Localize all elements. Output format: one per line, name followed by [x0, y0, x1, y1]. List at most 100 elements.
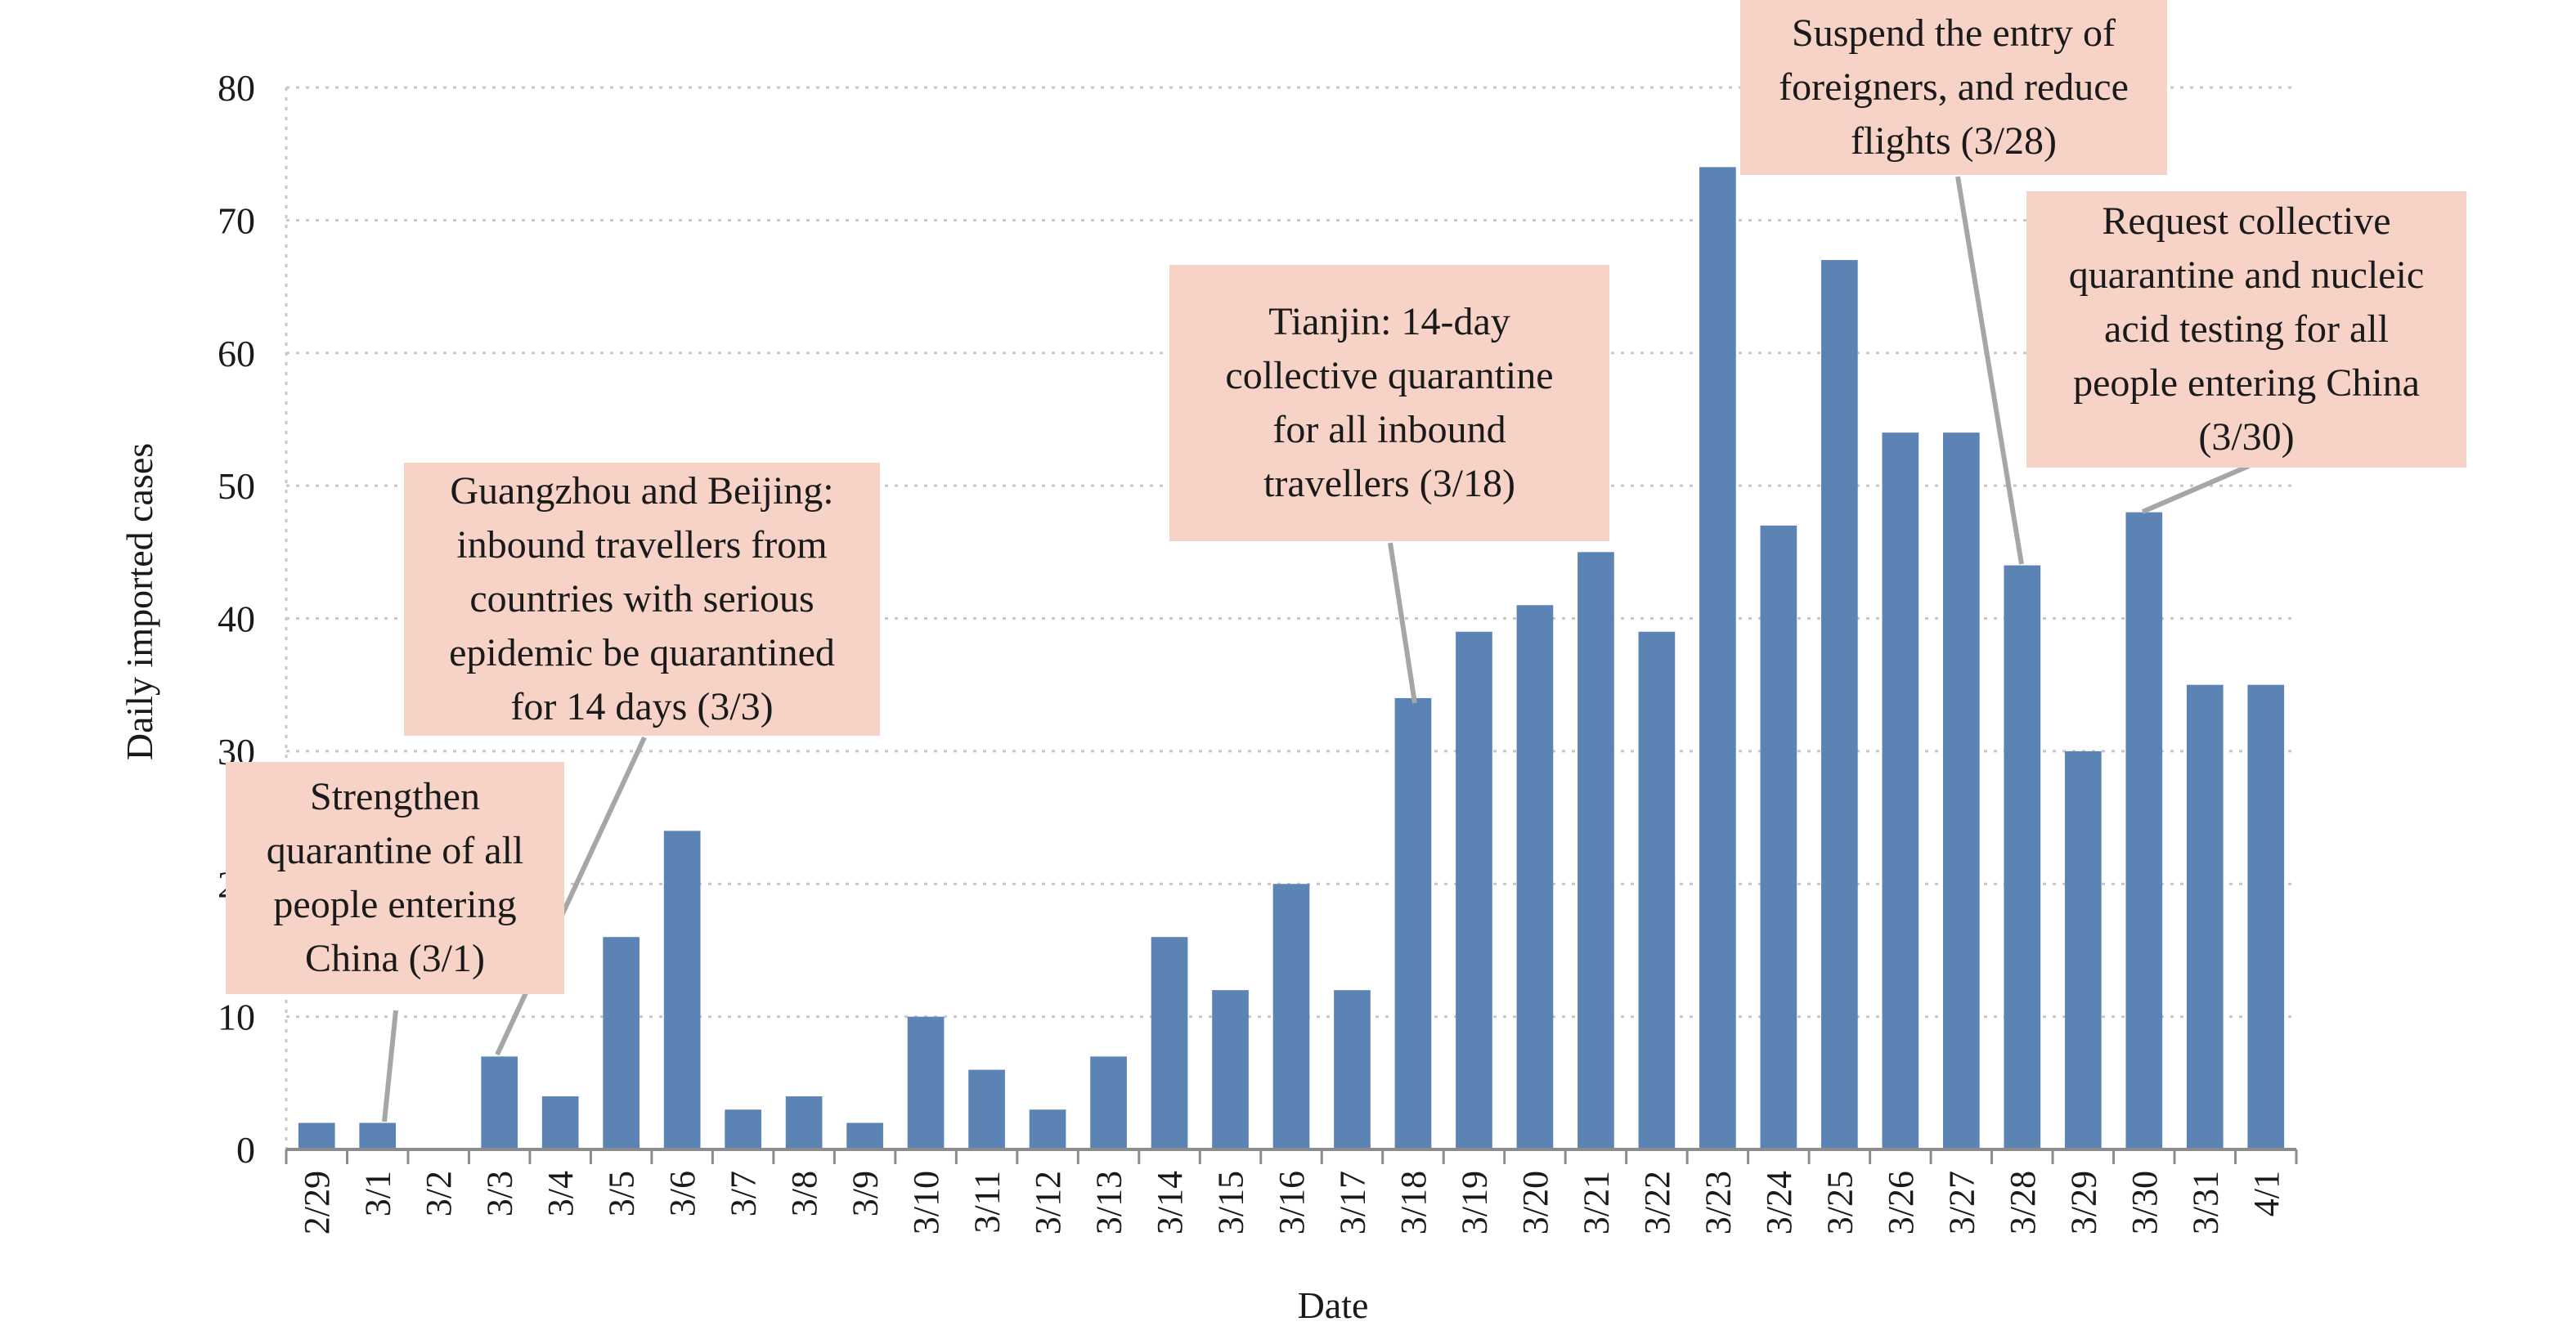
y-tick-label: 40 [218, 598, 255, 640]
annotation-leader-line [1955, 176, 2024, 565]
annotation-3-30: Request collective quarantine and nucleic… [2026, 191, 2466, 468]
annotation-line: people entering [273, 883, 516, 926]
annotation-box [226, 762, 564, 994]
y-tick-label: 80 [218, 67, 255, 109]
bar-3-5 [603, 937, 640, 1149]
bar-3-8 [785, 1096, 823, 1149]
annotation-line: countries with serious [469, 577, 814, 620]
bar-2-29 [298, 1122, 335, 1149]
bar-3-16 [1272, 884, 1310, 1149]
bar-3-15 [1212, 990, 1249, 1149]
x-axis-title: Date [1298, 1284, 1369, 1326]
annotation-line: people entering China [2073, 361, 2420, 405]
x-tick-label: 2/29 [297, 1171, 337, 1234]
y-tick-label: 50 [218, 465, 255, 507]
bar-3-31 [2186, 684, 2224, 1149]
bar-3-25 [1821, 260, 1858, 1149]
x-tick-label: 3/1 [358, 1171, 398, 1216]
bar-3-1 [359, 1122, 397, 1149]
bar-3-19 [1456, 631, 1492, 1149]
bar-3-30 [2125, 512, 2163, 1149]
tick-labels: 010203040506070802/293/13/23/33/43/53/63… [218, 67, 2287, 1234]
bar-3-13 [1090, 1056, 1127, 1149]
annotation-leader-line [2141, 464, 2251, 514]
annotation-line: collective quarantine [1225, 354, 1553, 397]
y-tick-label: 0 [236, 1129, 255, 1171]
x-tick-label: 3/12 [1028, 1171, 1068, 1234]
x-tick-label: 3/24 [1759, 1171, 1799, 1234]
annotation-leaders [382, 176, 2251, 1122]
annotation-line: quarantine and nucleic [2069, 253, 2424, 297]
bars [298, 167, 2285, 1149]
annotation-line: epidemic be quarantined [449, 631, 835, 674]
annotation-line: quarantine of all [267, 829, 524, 872]
x-tick-label: 3/26 [1881, 1171, 1921, 1234]
bar-3-14 [1151, 937, 1188, 1149]
annotation-line: travellers (3/18) [1263, 462, 1515, 505]
annotation-line: foreigners, and reduce [1779, 65, 2129, 109]
x-tick-label: 3/25 [1820, 1171, 1860, 1234]
bar-3-20 [1516, 605, 1554, 1149]
bar-3-18 [1394, 697, 1432, 1149]
bar-3-26 [1882, 432, 1919, 1149]
annotation-line: (3/30) [2198, 415, 2294, 459]
bar-3-24 [1760, 525, 1797, 1149]
bar-3-29 [2064, 750, 2102, 1149]
annotation-box [1740, 0, 2167, 175]
bar-3-28 [2004, 565, 2041, 1149]
annotation-box [404, 463, 880, 736]
bar-3-9 [846, 1122, 883, 1149]
x-tick-label: 3/3 [480, 1171, 520, 1216]
x-tick-label: 4/1 [2246, 1171, 2287, 1216]
x-tick-label: 3/8 [784, 1171, 824, 1216]
annotation-box [1169, 265, 1609, 541]
bar-3-11 [968, 1069, 1005, 1149]
annotation-line: Suspend the entry of [1792, 11, 2116, 55]
x-tick-label: 3/30 [2125, 1171, 2165, 1234]
annotation-line: Guangzhou and Beijing: [450, 469, 833, 513]
y-tick-label: 60 [218, 333, 255, 374]
annotation-line: flights (3/28) [1851, 119, 2057, 163]
x-tick-label: 3/28 [2003, 1171, 2043, 1234]
annotation-line: inbound travellers from [456, 523, 827, 567]
bar-3-12 [1029, 1109, 1066, 1149]
x-tick-label: 3/9 [846, 1171, 886, 1216]
x-tick-label: 3/22 [1637, 1171, 1677, 1234]
x-tick-label: 3/10 [906, 1171, 946, 1234]
x-tick-label: 3/19 [1454, 1171, 1494, 1234]
y-tick-label: 10 [218, 997, 255, 1038]
annotation-3-18: Tianjin: 14-day collective quarantine for … [1169, 265, 1609, 541]
x-tick-label: 3/16 [1272, 1171, 1312, 1234]
annotation-line: China (3/1) [305, 937, 485, 980]
x-tick-label: 3/20 [1515, 1171, 1555, 1234]
bar-3-27 [1942, 432, 1980, 1149]
bar-3-6 [663, 831, 701, 1149]
x-tick-label: 3/18 [1393, 1171, 1434, 1234]
bar-4-1 [2247, 684, 2285, 1149]
annotation-line: Tianjin: 14-day [1268, 300, 1510, 343]
annotation-3-28: Suspend the entry of foreigners, and redu… [1740, 0, 2167, 175]
x-tick-label: 3/23 [1698, 1171, 1738, 1234]
x-tick-label: 3/21 [1576, 1171, 1616, 1234]
axes [285, 1148, 2298, 1164]
x-tick-label: 3/31 [2185, 1171, 2225, 1234]
bar-3-23 [1699, 167, 1736, 1149]
annotation-leader-line [1388, 542, 1417, 704]
bar-3-10 [907, 1016, 945, 1149]
x-tick-label: 3/17 [1332, 1171, 1372, 1234]
bar-3-7 [725, 1109, 761, 1149]
annotation-3-3: Guangzhou and Beijing: inbound travellers… [404, 463, 880, 736]
bar-3-3 [481, 1056, 518, 1149]
bar-3-17 [1334, 990, 1371, 1149]
bar-3-22 [1638, 631, 1676, 1149]
x-tick-label: 3/5 [602, 1171, 642, 1216]
x-tick-label: 3/4 [541, 1171, 581, 1216]
x-tick-label: 3/27 [1941, 1171, 1981, 1234]
annotation-line: Request collective [2102, 199, 2390, 243]
x-tick-label: 3/6 [662, 1171, 702, 1216]
bar-3-4 [541, 1096, 579, 1149]
annotation-line: for all inbound [1272, 408, 1506, 451]
annotation-line: acid testing for all [2104, 307, 2389, 351]
annotation-box [2026, 191, 2466, 468]
